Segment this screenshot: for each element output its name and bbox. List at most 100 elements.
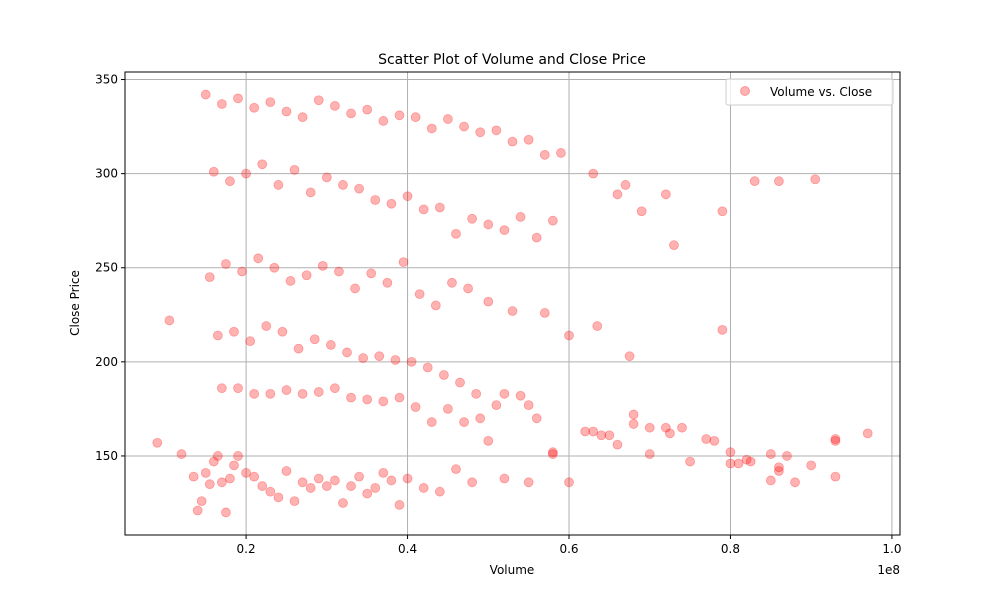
scatter-point <box>507 306 518 316</box>
scatter-point <box>277 326 288 337</box>
scatter-point <box>765 475 776 486</box>
scatter-point <box>394 392 405 403</box>
scatter-point <box>483 219 494 230</box>
y-tick-label: 200 <box>95 355 118 369</box>
scatter-point <box>358 353 369 363</box>
scatter-point <box>717 206 728 217</box>
scatter-point <box>628 409 639 420</box>
scatter-point <box>297 112 308 123</box>
scatter-point <box>212 451 223 461</box>
scatter-point <box>806 460 817 471</box>
scatter-point <box>499 225 510 235</box>
y-tick-label: 350 <box>95 73 118 87</box>
grid-layer <box>125 72 900 535</box>
scatter-point <box>580 426 591 437</box>
scatter-point <box>221 507 231 518</box>
x-axis-label: Volume <box>490 563 535 577</box>
y-tick-label: 150 <box>95 449 118 463</box>
scatter-point <box>499 473 510 484</box>
scatter-point <box>398 257 409 267</box>
scatter-point <box>475 413 486 424</box>
scatter-point <box>281 466 292 476</box>
scatter-point <box>660 422 671 433</box>
scatter-point <box>261 321 272 331</box>
scatter-point <box>382 277 393 288</box>
scatter-point <box>644 422 655 433</box>
scatter-point <box>378 116 389 126</box>
scatter-point <box>362 488 373 499</box>
scatter-point <box>289 496 300 507</box>
scatter-point <box>374 351 385 362</box>
scatter-point <box>443 114 453 124</box>
scatter-point <box>233 383 243 394</box>
scatter-point <box>463 283 473 294</box>
scatter-point <box>434 202 445 213</box>
scatter-point <box>152 437 163 448</box>
scatter-point <box>475 127 486 138</box>
scatter-point <box>334 266 344 277</box>
scatter-point <box>406 356 417 367</box>
scatter-point <box>483 435 494 446</box>
scatter-point <box>426 123 437 134</box>
scatter-point <box>491 125 502 136</box>
scatter-point <box>422 362 433 373</box>
scatter-point <box>483 296 494 307</box>
scatter-point <box>342 347 352 358</box>
scatter-point <box>221 259 231 269</box>
scatter-point <box>378 467 389 478</box>
x-tick-label: 0.6 <box>559 542 578 556</box>
scatter-point <box>394 499 405 510</box>
scatter-point <box>281 106 292 117</box>
legend-box <box>725 78 894 106</box>
scatter-point <box>265 486 276 497</box>
chart-title: Scatter Plot of Volume and Close Price <box>378 52 646 68</box>
scatter-point <box>309 334 320 345</box>
scatter-point <box>249 471 260 482</box>
scatter-point <box>701 434 712 444</box>
scatter-point <box>564 330 574 341</box>
scatter-point <box>229 460 239 471</box>
scatter-point <box>669 240 679 251</box>
scatter-point <box>547 449 558 459</box>
scatter-point <box>313 95 324 106</box>
x-axis-offset-text: 1e8 <box>877 563 900 577</box>
scatter-point <box>523 477 534 488</box>
scatter-point <box>459 417 469 427</box>
scatter-point <box>245 336 256 347</box>
scatter-point <box>346 481 356 491</box>
scatter-point <box>212 330 223 341</box>
scatter-point <box>366 268 377 279</box>
scatter-point <box>208 166 219 177</box>
scatter-point <box>810 174 821 185</box>
scatter-point <box>447 277 457 288</box>
scatter-point <box>204 479 215 490</box>
scatter-point <box>249 388 260 399</box>
scatter-point <box>430 300 441 311</box>
scatter-point <box>733 458 744 469</box>
scatter-point <box>556 148 566 158</box>
scatter-point <box>830 434 841 444</box>
scatter-point <box>862 428 873 439</box>
scatter-point <box>471 388 482 399</box>
scatter-point <box>709 435 720 446</box>
scatter-point <box>741 454 752 465</box>
scatter-point <box>624 351 635 362</box>
scatter-point <box>313 473 324 484</box>
legend: Volume vs. Close <box>725 78 894 106</box>
scatter-point <box>765 449 776 459</box>
scatter-point <box>725 447 736 458</box>
scatter-point <box>273 180 284 190</box>
scatter-point <box>176 449 187 459</box>
scatter-point <box>293 343 304 354</box>
points-layer <box>152 89 873 518</box>
scatter-point <box>394 110 405 121</box>
scatter-point <box>426 417 437 427</box>
scatter-point <box>329 383 340 394</box>
scatter-point <box>515 390 526 401</box>
scatter-point <box>564 477 574 488</box>
scatter-point <box>604 430 615 441</box>
scatter-point <box>547 215 558 226</box>
scatter-point <box>782 451 792 461</box>
scatter-point <box>539 308 550 318</box>
x-tick-label: 0.4 <box>398 542 417 556</box>
